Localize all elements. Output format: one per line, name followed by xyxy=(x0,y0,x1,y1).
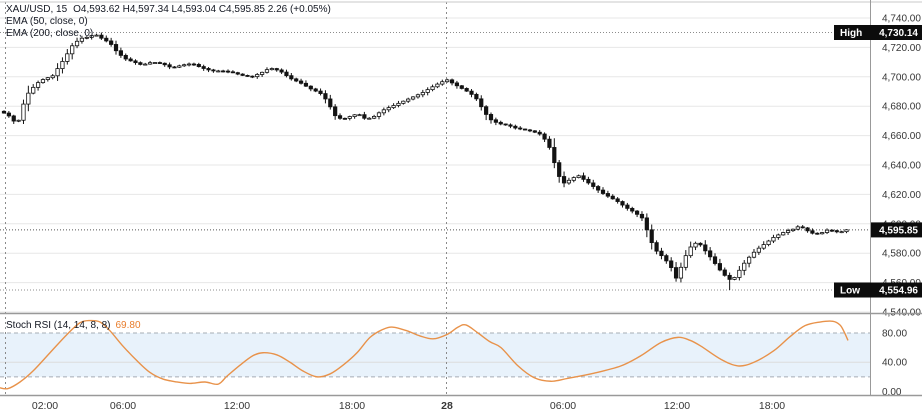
svg-text:80.00: 80.00 xyxy=(882,328,907,339)
price-level-lines xyxy=(0,31,870,291)
svg-text:12:00: 12:00 xyxy=(664,400,690,412)
symbol-row: XAU/USD, 15 O4,593.62 H4,597.34 L4,593.04… xyxy=(6,4,331,15)
last-price-badge: 4,595.85 xyxy=(871,222,922,238)
ohlc-values: O4,593.62 H4,597.34 L4,593.04 C4,595.85 … xyxy=(73,4,331,15)
svg-text:0.00: 0.00 xyxy=(882,387,902,398)
svg-text:4,640.00: 4,640.00 xyxy=(882,161,921,172)
svg-text:4,554.96: 4,554.96 xyxy=(879,286,918,297)
low-price-badge: Low 4,554.96 xyxy=(834,282,922,298)
svg-text:18:00: 18:00 xyxy=(339,400,365,412)
stoch-rsi-line[interactable] xyxy=(0,319,849,390)
price-axis-labels[interactable]: 4,740.00 4,720.00 4,700.00 4,680.00 4,660.00… xyxy=(882,14,921,399)
symbol-title[interactable]: XAU/USD, 15 xyxy=(6,4,68,15)
svg-text:4,730.14: 4,730.14 xyxy=(879,28,918,39)
svg-text:28: 28 xyxy=(441,400,453,412)
stoch-rsi-pane xyxy=(0,332,870,378)
svg-text:4,620.00: 4,620.00 xyxy=(882,190,921,201)
svg-text:4,700.00: 4,700.00 xyxy=(882,72,921,83)
svg-text:Low: Low xyxy=(840,286,860,297)
symbol-legend: XAU/USD, 15 O4,593.62 H4,597.34 L4,593.04… xyxy=(6,4,331,40)
svg-text:06:00: 06:00 xyxy=(110,400,136,412)
pane-borders xyxy=(0,0,922,397)
ema50-legend[interactable]: EMA (50, close, 0) xyxy=(6,16,88,27)
candlestick-series[interactable] xyxy=(1,32,849,291)
stoch-rsi-legend: Stoch RSI (14, 14, 8, 8) 69.80 xyxy=(6,320,141,331)
high-price-badge: High 4,730.14 xyxy=(834,24,922,40)
svg-text:4,595.85: 4,595.85 xyxy=(879,225,918,236)
stoch-rsi-value: 69.80 xyxy=(115,320,141,331)
price-gridlines xyxy=(0,17,870,313)
svg-text:02:00: 02:00 xyxy=(32,400,58,412)
svg-text:4,740.00: 4,740.00 xyxy=(882,14,921,25)
svg-text:12:00: 12:00 xyxy=(224,400,250,412)
session-separator-lines xyxy=(5,2,447,396)
svg-text:4,720.00: 4,720.00 xyxy=(882,43,921,54)
svg-text:18:00: 18:00 xyxy=(759,400,785,412)
svg-text:High: High xyxy=(840,28,862,39)
svg-text:4,580.00: 4,580.00 xyxy=(882,249,921,260)
svg-text:06:00: 06:00 xyxy=(550,400,576,412)
svg-text:4,660.00: 4,660.00 xyxy=(882,131,921,142)
svg-text:4,680.00: 4,680.00 xyxy=(882,102,921,113)
time-axis[interactable]: 02:00 06:00 12:00 18:00 28 06:00 12:00 18:00 xyxy=(32,400,785,412)
ema200-legend[interactable]: EMA (200, close, 0) xyxy=(6,28,94,39)
svg-text:40.00: 40.00 xyxy=(882,358,907,369)
stoch-rsi-title[interactable]: Stoch RSI (14, 14, 8, 8) xyxy=(6,320,111,331)
